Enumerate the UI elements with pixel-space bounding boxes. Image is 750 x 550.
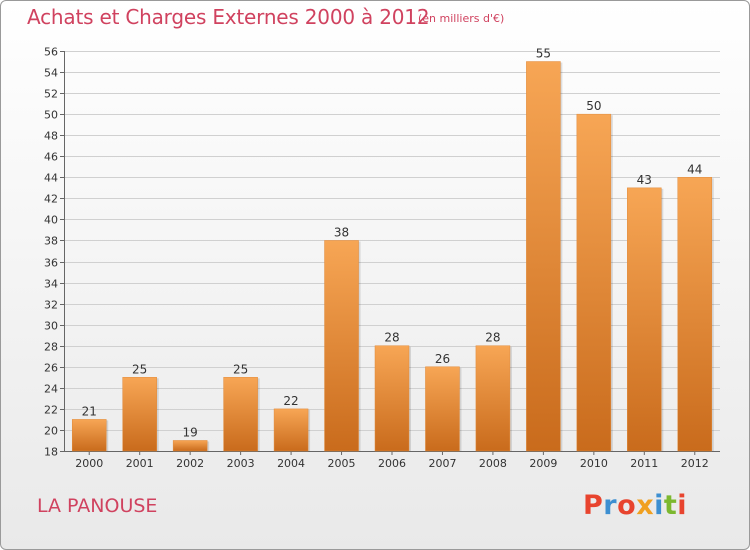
x-tick-label: 2001 [126, 457, 154, 470]
y-tick-label: 26 [44, 362, 58, 375]
data-labels: 21 25 19 25 22 38 28 26 28 55 50 43 44 [82, 47, 703, 440]
y-tick-label: 28 [44, 341, 58, 354]
bar-2011 [627, 187, 662, 452]
bar-2009 [526, 61, 561, 452]
y-tick-label: 42 [44, 193, 58, 206]
y-tick-label: 18 [44, 446, 58, 459]
data-label: 21 [82, 404, 97, 418]
y-tick-label: 20 [44, 425, 58, 438]
x-tick-label: 2008 [479, 457, 507, 470]
x-tick-label: 2002 [176, 457, 204, 470]
y-tick-label: 32 [44, 299, 58, 312]
y-tick-label: 50 [44, 109, 58, 122]
y-tick-labels: 18 20 22 24 26 28 30 32 34 36 38 40 42 44 46 48 50 52 54 56 [44, 46, 58, 459]
data-label: 25 [233, 362, 248, 376]
y-tick-label: 54 [44, 67, 58, 80]
logo-letter: x [636, 490, 655, 521]
data-label: 38 [334, 225, 349, 239]
x-tick-label: 2005 [328, 457, 356, 470]
x-tick-label: 2004 [277, 457, 305, 470]
x-tick-label: 2000 [75, 457, 103, 470]
logo-letter: i [654, 490, 664, 521]
chart-unit: (en milliers d'€) [418, 12, 505, 25]
y-tick-label: 34 [44, 278, 58, 291]
x-tick-label: 2012 [681, 457, 709, 470]
proxiti-logo: Proxiti [583, 490, 687, 521]
y-tick-label: 36 [44, 257, 58, 270]
x-tick-label: 2007 [428, 457, 456, 470]
y-tick-label: 22 [44, 404, 58, 417]
x-tick-label: 2011 [630, 457, 658, 470]
bar-2007 [425, 366, 460, 452]
bar-2006 [374, 345, 410, 452]
data-label: 25 [132, 362, 147, 376]
logo-letter: P [583, 490, 604, 521]
bar-2005 [324, 240, 359, 452]
data-label: 28 [485, 331, 500, 345]
x-tick-labels: 2000 2001 2002 2003 2004 2005 2006 2007 2008 2009… [75, 457, 709, 470]
y-tick-label: 52 [44, 88, 58, 101]
data-label: 50 [586, 99, 601, 113]
x-tick-label: 2006 [378, 457, 406, 470]
bar-2000 [71, 419, 107, 452]
y-tick-label: 40 [44, 214, 58, 227]
bar-2001 [122, 377, 157, 452]
bar-2008 [475, 345, 511, 452]
y-tick-label: 24 [44, 383, 58, 396]
x-tick-label: 2009 [529, 457, 557, 470]
data-label: 43 [637, 173, 652, 187]
bar-2004 [273, 408, 309, 452]
logo-letter: o [617, 490, 637, 521]
y-tick-label: 44 [44, 172, 58, 185]
data-label: 28 [384, 331, 399, 345]
axes [60, 51, 720, 455]
chart-title: Achats et Charges Externes 2000 à 2012 [27, 5, 430, 29]
bar-2010 [576, 113, 612, 452]
bars [71, 61, 714, 452]
data-label: 55 [536, 47, 551, 61]
bar-2002 [172, 440, 208, 452]
data-label: 44 [687, 162, 702, 176]
data-label: 26 [435, 352, 450, 366]
bar-2012 [677, 177, 713, 452]
logo-letter: r [603, 490, 618, 521]
logo-letter: i [677, 490, 688, 521]
data-label: 19 [183, 425, 198, 439]
logo-letter: t [663, 490, 678, 521]
bar-2003 [223, 377, 258, 452]
y-tick-label: 38 [44, 235, 58, 248]
data-label: 22 [283, 394, 298, 408]
commune-name: LA PANOUSE [37, 495, 158, 517]
y-tick-label: 30 [44, 320, 58, 333]
y-tick-label: 48 [44, 130, 58, 143]
x-tick-label: 2010 [580, 457, 608, 470]
y-tick-label: 46 [44, 151, 58, 164]
y-tick-label: 56 [44, 46, 58, 59]
x-tick-label: 2003 [227, 457, 255, 470]
